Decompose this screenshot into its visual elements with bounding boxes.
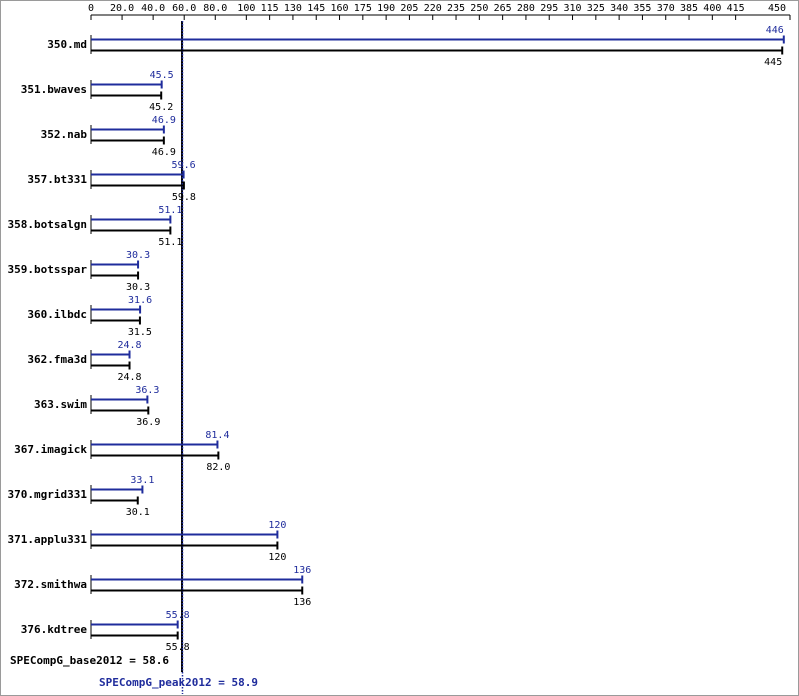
benchmark-label: 350.md — [47, 38, 87, 51]
x-tick-label: 175 — [354, 3, 372, 14]
x-tick-label: 40.0 — [141, 3, 165, 14]
base-value-label: 24.8 — [117, 372, 141, 383]
peak-value-label: 31.6 — [128, 295, 152, 306]
x-tick-label: 190 — [377, 3, 395, 14]
benchmark-labels: 446 445 350.md 45.5 45.2 351.bwaves 46.9 46.9 35… — [8, 25, 784, 653]
peak-value-label: 136 — [293, 565, 311, 576]
base-value-label: 45.2 — [149, 102, 173, 113]
peak-value-label: 46.9 — [152, 115, 176, 126]
peak-value-label: 446 — [766, 25, 784, 36]
base-value-label: 59.8 — [172, 192, 196, 203]
x-tick-label: 20.0 — [110, 3, 134, 14]
peak-value-label: 120 — [268, 520, 286, 531]
x-tick-label: 130 — [284, 3, 302, 14]
x-tick-label: 80.0 — [203, 3, 227, 14]
x-tick-label: 415 — [727, 3, 745, 14]
x-tick-label: 450 — [768, 3, 786, 14]
x-tick-label: 355 — [633, 3, 651, 14]
x-tick-label: 250 — [470, 3, 488, 14]
benchmark-label: 352.nab — [41, 128, 88, 141]
x-axis: 0 20.0 40.0 60.0 80.0 100 115 130 145 160 175 190 20… — [88, 3, 791, 20]
benchmark-label: 370.mgrid331 — [8, 488, 88, 501]
benchmark-label: 367.imagick — [14, 443, 87, 456]
benchmark-label: 360.ilbdc — [27, 308, 87, 321]
benchmark-label: 359.botsspar — [8, 263, 88, 276]
x-tick-label: 205 — [400, 3, 418, 14]
peak-value-label: 55.8 — [166, 610, 190, 621]
benchmark-label: 371.applu331 — [8, 533, 88, 546]
peak-value-label: 33.1 — [130, 475, 154, 486]
benchmark-label: 351.bwaves — [21, 83, 87, 96]
x-tick-label: 115 — [261, 3, 279, 14]
summary: SPECompG_base2012 = 58.6 SPECompG_peak201… — [10, 654, 258, 689]
base-value-label: 30.1 — [126, 507, 150, 518]
peak-value-label: 51.1 — [158, 205, 182, 216]
x-tick-label: 100 — [237, 3, 255, 14]
x-tick-label: 280 — [517, 3, 535, 14]
base-value-label: 46.9 — [152, 147, 176, 158]
benchmark-label: 357.bt331 — [27, 173, 87, 186]
base-value-label: 36.9 — [136, 417, 160, 428]
peak-value-label: 30.3 — [126, 250, 150, 261]
benchmark-label: 363.swim — [34, 398, 87, 411]
base-value-label: 136 — [293, 597, 311, 608]
benchmark-label: 362.fma3d — [27, 353, 87, 366]
x-tick-label: 60.0 — [172, 3, 196, 14]
x-tick-label: 310 — [564, 3, 582, 14]
x-tick-label: 145 — [307, 3, 325, 14]
x-tick-label: 265 — [494, 3, 512, 14]
x-tick-label: 235 — [447, 3, 465, 14]
bars — [90, 35, 785, 640]
base-value-label: 55.8 — [166, 642, 190, 653]
benchmark-label: 376.kdtree — [21, 623, 88, 636]
peak-value-label: 81.4 — [205, 430, 229, 441]
x-tick-label: 160 — [331, 3, 349, 14]
x-tick-label: 385 — [680, 3, 698, 14]
x-tick-label: 0 — [88, 3, 94, 14]
x-tick-label: 325 — [587, 3, 605, 14]
x-tick-label: 220 — [424, 3, 442, 14]
base-value-label: 30.3 — [126, 282, 150, 293]
x-tick-label: 295 — [540, 3, 558, 14]
benchmark-label: 372.smithwa — [14, 578, 87, 591]
summary-peak-label: SPECompG_peak2012 = 58.9 — [99, 676, 258, 689]
base-value-label: 445 — [764, 57, 782, 68]
base-value-label: 120 — [268, 552, 286, 563]
peak-value-label: 45.5 — [150, 70, 174, 81]
base-value-label: 51.1 — [158, 237, 182, 248]
x-tick-label: 400 — [703, 3, 721, 14]
x-tick-label: 340 — [610, 3, 628, 14]
peak-value-label: 59.6 — [172, 160, 196, 171]
peak-value-label: 24.8 — [117, 340, 141, 351]
summary-base-label: SPECompG_base2012 = 58.6 — [10, 654, 169, 667]
x-tick-label: 370 — [657, 3, 675, 14]
benchmark-label: 358.botsalgn — [8, 218, 87, 231]
base-value-label: 31.5 — [128, 327, 152, 338]
base-value-label: 82.0 — [206, 462, 230, 473]
peak-value-label: 36.3 — [135, 385, 159, 396]
